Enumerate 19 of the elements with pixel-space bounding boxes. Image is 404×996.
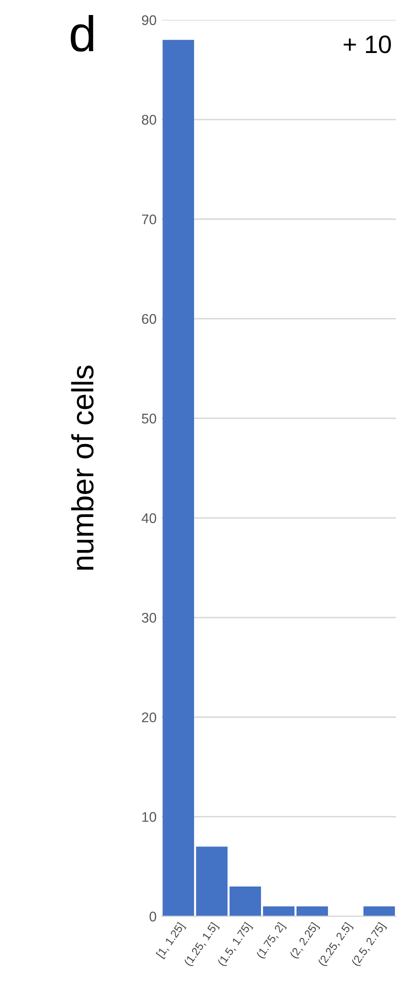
y-tick-label: 90 — [142, 15, 156, 26]
bar — [230, 886, 262, 916]
y-tick-label: 40 — [142, 513, 156, 524]
bar — [196, 846, 228, 916]
text: d — [70, 14, 94, 52]
bar — [263, 906, 294, 916]
bar — [363, 906, 395, 916]
y-tick-label: 50 — [142, 414, 156, 424]
y-tick-label: 60 — [142, 314, 156, 324]
y-tick-label: 20 — [142, 712, 156, 722]
bar — [296, 906, 328, 916]
y-tick-label: 80 — [142, 114, 156, 125]
y-axis-title: number of cells — [71, 366, 94, 570]
y-tick-label: 30 — [142, 612, 156, 623]
annotation: + 10 — [344, 36, 391, 54]
bar — [162, 40, 194, 916]
y-tick-label: 10 — [142, 812, 156, 822]
y-tick-label: 0 — [150, 912, 156, 922]
y-tick-label: 70 — [142, 214, 156, 224]
